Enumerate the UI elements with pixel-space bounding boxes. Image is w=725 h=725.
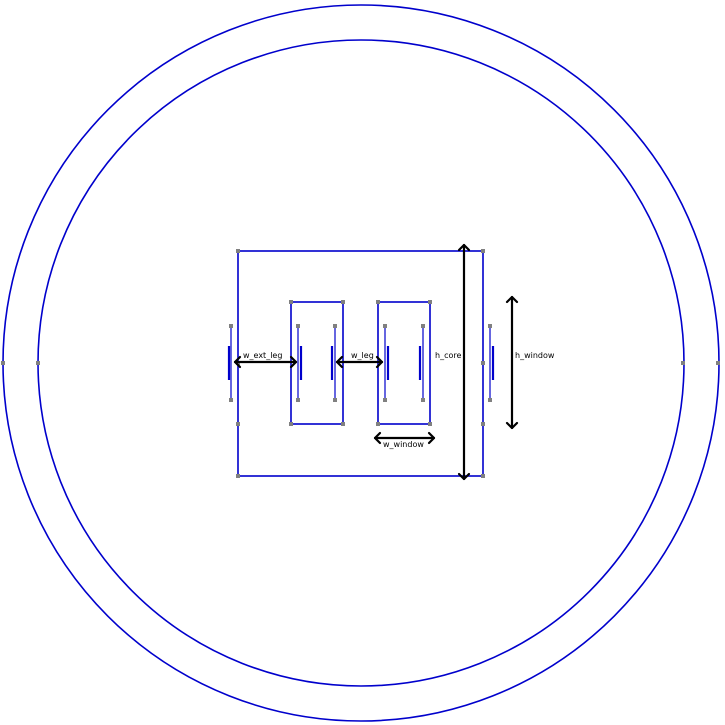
- vertex-point[interactable]: [428, 300, 432, 304]
- vertex-point[interactable]: [236, 474, 240, 478]
- core-outline[interactable]: [237, 250, 484, 477]
- dimension-w-window[interactable]: w_window: [373, 431, 436, 449]
- vertex-point[interactable]: [236, 249, 240, 253]
- vertex-point[interactable]: [716, 361, 720, 365]
- vertex-point[interactable]: [341, 300, 345, 304]
- vertex-point[interactable]: [481, 422, 485, 426]
- vertex-point[interactable]: [481, 474, 485, 478]
- vertex-point[interactable]: [481, 361, 485, 365]
- dimension-h-core[interactable]: h_core: [435, 243, 471, 481]
- vertex-point[interactable]: [681, 361, 685, 365]
- constraint-mark-ext-left[interactable]: [227, 324, 233, 402]
- constraint-mark-leg-b[interactable]: [330, 324, 337, 402]
- vertex-markers: [1, 249, 720, 478]
- dimension-w-leg[interactable]: w_leg: [335, 351, 384, 369]
- vertex-point[interactable]: [236, 422, 240, 426]
- vertex-point[interactable]: [376, 422, 380, 426]
- dimension-h-window[interactable]: h_window: [505, 295, 555, 430]
- constraint-mark-ext-right[interactable]: [488, 324, 495, 402]
- right-window[interactable]: [377, 301, 431, 425]
- dimension-label-h-window: h_window: [515, 351, 555, 360]
- leg-constraint-marks: [227, 324, 495, 402]
- vertex-point[interactable]: [341, 422, 345, 426]
- dimension-w-ext-leg[interactable]: w_ext_leg: [233, 351, 298, 369]
- vertex-point[interactable]: [376, 300, 380, 304]
- dimension-label-w-window: w_window: [383, 440, 424, 449]
- vertex-point[interactable]: [1, 361, 5, 365]
- vertex-point[interactable]: [289, 300, 293, 304]
- constraint-mark-leg-a[interactable]: [296, 324, 303, 402]
- dimension-label-w-ext-leg: w_ext_leg: [243, 351, 282, 360]
- vertex-point[interactable]: [36, 361, 40, 365]
- dimension-label-h-core: h_core: [435, 351, 461, 360]
- vertex-point[interactable]: [428, 422, 432, 426]
- vertex-point[interactable]: [289, 422, 293, 426]
- constraint-mark-window-a[interactable]: [383, 324, 390, 402]
- constraint-mark-window-b[interactable]: [418, 324, 425, 402]
- dimension-label-w-leg: w_leg: [351, 351, 374, 360]
- vertex-point[interactable]: [481, 249, 485, 253]
